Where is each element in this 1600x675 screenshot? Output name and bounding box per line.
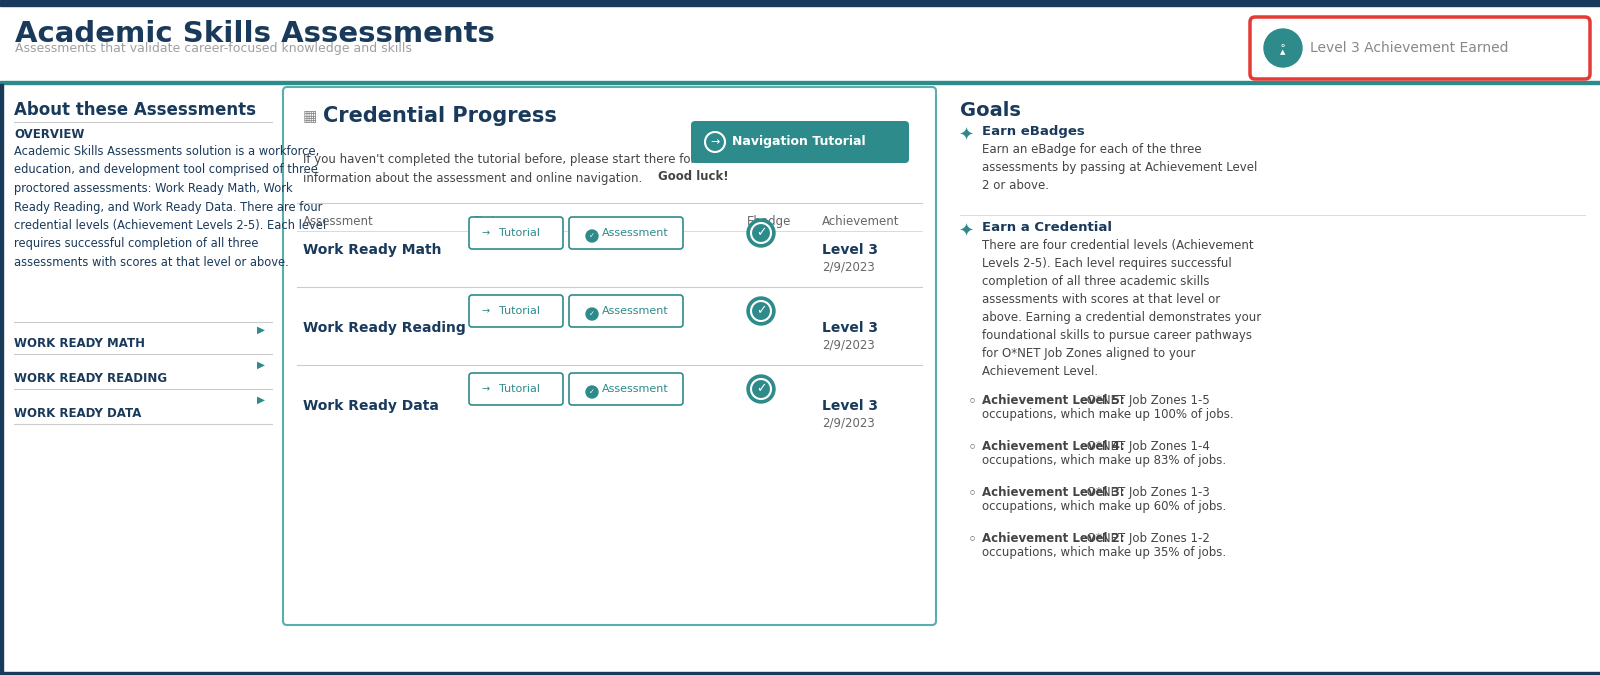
- Text: ◦: ◦: [968, 394, 978, 409]
- Text: Academic Skills Assessments solution is a workforce,
education, and development : Academic Skills Assessments solution is …: [14, 145, 326, 269]
- Text: O*NET Job Zones 1-4: O*NET Job Zones 1-4: [1083, 440, 1210, 453]
- Text: Achievement Level 5:: Achievement Level 5:: [982, 394, 1125, 407]
- Circle shape: [747, 375, 774, 403]
- Text: Assessment: Assessment: [602, 306, 669, 316]
- Text: Tutorial: Tutorial: [499, 306, 541, 316]
- Text: O*NET Job Zones 1-2: O*NET Job Zones 1-2: [1083, 532, 1210, 545]
- Text: →: →: [482, 306, 490, 316]
- Text: ▶: ▶: [258, 360, 266, 370]
- Text: O*NET Job Zones 1-5: O*NET Job Zones 1-5: [1083, 394, 1210, 407]
- FancyBboxPatch shape: [1250, 17, 1590, 79]
- Text: There are four credential levels (Achievement
Levels 2-5). Each level requires s: There are four credential levels (Achiev…: [982, 239, 1261, 378]
- Text: ✓: ✓: [755, 227, 766, 240]
- Text: ✓: ✓: [755, 383, 766, 396]
- Text: Level 3 Achievement Earned: Level 3 Achievement Earned: [1310, 41, 1509, 55]
- FancyBboxPatch shape: [570, 373, 683, 405]
- Text: ◦: ◦: [968, 486, 978, 501]
- Text: ⚬: ⚬: [1278, 41, 1286, 51]
- Text: ▶: ▶: [258, 325, 266, 335]
- Text: occupations, which make up 60% of jobs.: occupations, which make up 60% of jobs.: [982, 500, 1226, 513]
- Text: occupations, which make up 100% of jobs.: occupations, which make up 100% of jobs.: [982, 408, 1234, 421]
- Text: 2/9/2023: 2/9/2023: [822, 261, 875, 274]
- Text: O*NET Job Zones 1-3: O*NET Job Zones 1-3: [1083, 486, 1210, 499]
- Text: occupations, which make up 35% of jobs.: occupations, which make up 35% of jobs.: [982, 546, 1226, 559]
- Text: Earn a Credential: Earn a Credential: [982, 221, 1112, 234]
- Text: Achievement Level 3:: Achievement Level 3:: [982, 486, 1125, 499]
- Text: →: →: [482, 384, 490, 394]
- Text: WORK READY MATH: WORK READY MATH: [14, 337, 146, 350]
- Text: Assessments that validate career-focused knowledge and skills: Assessments that validate career-focused…: [14, 42, 411, 55]
- FancyBboxPatch shape: [691, 121, 909, 163]
- Bar: [0, 81, 1600, 84]
- Text: Achievement: Achievement: [822, 215, 899, 228]
- Text: →: →: [710, 137, 720, 147]
- Text: Assessment: Assessment: [602, 228, 669, 238]
- Circle shape: [747, 297, 774, 325]
- Text: Achievement Level 4:: Achievement Level 4:: [982, 440, 1125, 453]
- Text: ✦: ✦: [958, 223, 973, 241]
- Text: ▦: ▦: [302, 109, 317, 124]
- Bar: [0, 0, 1600, 6]
- Text: Navigation Tutorial: Navigation Tutorial: [733, 136, 866, 148]
- Text: WORK READY READING: WORK READY READING: [14, 372, 166, 385]
- Text: ◦: ◦: [968, 440, 978, 455]
- FancyBboxPatch shape: [570, 295, 683, 327]
- Text: If you haven't completed the tutorial before, please start there for valuable
in: If you haven't completed the tutorial be…: [302, 153, 750, 185]
- FancyBboxPatch shape: [469, 373, 563, 405]
- FancyBboxPatch shape: [283, 87, 936, 625]
- Text: Earn eBadges: Earn eBadges: [982, 125, 1085, 138]
- Text: Ebadge: Ebadge: [747, 215, 792, 228]
- Text: Credential Progress: Credential Progress: [323, 106, 557, 126]
- Circle shape: [586, 386, 598, 398]
- Circle shape: [586, 308, 598, 320]
- Circle shape: [586, 230, 598, 242]
- Text: Assessment: Assessment: [602, 384, 669, 394]
- Text: Level 3: Level 3: [822, 321, 878, 335]
- FancyBboxPatch shape: [570, 217, 683, 249]
- Text: 2/9/2023: 2/9/2023: [822, 339, 875, 352]
- Circle shape: [1264, 29, 1302, 67]
- Text: ◦: ◦: [968, 532, 978, 547]
- Text: Work Ready Math: Work Ready Math: [302, 243, 442, 257]
- Text: ✓: ✓: [589, 311, 595, 317]
- Text: Work Ready Data: Work Ready Data: [302, 399, 438, 413]
- Text: 2/9/2023: 2/9/2023: [822, 417, 875, 430]
- Text: →: →: [482, 228, 490, 238]
- Text: Academic Skills Assessments: Academic Skills Assessments: [14, 20, 494, 48]
- Text: ✦: ✦: [958, 127, 973, 145]
- Text: Earn an eBadge for each of the three
assessments by passing at Achievement Level: Earn an eBadge for each of the three ass…: [982, 143, 1258, 192]
- Bar: [0, 672, 1600, 675]
- Text: ✓: ✓: [755, 304, 766, 317]
- Text: Tutorial: Tutorial: [499, 384, 541, 394]
- Text: Level 3: Level 3: [822, 399, 878, 413]
- Text: occupations, which make up 83% of jobs.: occupations, which make up 83% of jobs.: [982, 454, 1226, 467]
- Text: Status: Status: [472, 215, 510, 228]
- Text: ▲: ▲: [1280, 49, 1286, 55]
- Text: ▶: ▶: [258, 395, 266, 405]
- Text: Work Ready Reading: Work Ready Reading: [302, 321, 466, 335]
- Text: WORK READY DATA: WORK READY DATA: [14, 407, 141, 420]
- Text: Achievement Level 2:: Achievement Level 2:: [982, 532, 1125, 545]
- Text: Tutorial: Tutorial: [499, 228, 541, 238]
- Text: Assessment: Assessment: [302, 215, 374, 228]
- Circle shape: [747, 219, 774, 247]
- Circle shape: [1267, 33, 1298, 63]
- Text: ✓: ✓: [589, 389, 595, 395]
- Text: Good luck!: Good luck!: [658, 170, 728, 183]
- Text: OVERVIEW: OVERVIEW: [14, 128, 85, 141]
- FancyBboxPatch shape: [469, 217, 563, 249]
- FancyBboxPatch shape: [469, 295, 563, 327]
- Text: ✓: ✓: [589, 233, 595, 239]
- Text: Level 3: Level 3: [822, 243, 878, 257]
- Text: Goals: Goals: [960, 101, 1021, 120]
- Text: About these Assessments: About these Assessments: [14, 101, 256, 119]
- Bar: [0, 84, 3, 675]
